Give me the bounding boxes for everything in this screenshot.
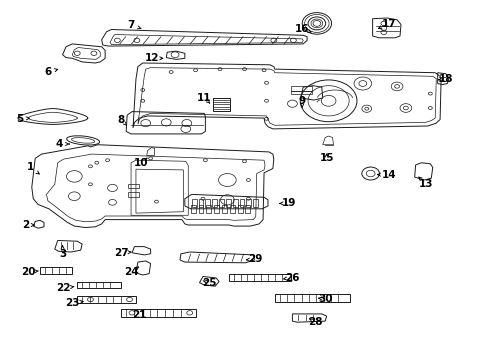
Text: 19: 19 [282,198,296,208]
Text: 16: 16 [294,24,309,34]
Text: 18: 18 [438,74,452,84]
Text: 12: 12 [144,53,159,63]
Text: 17: 17 [381,19,395,30]
Text: 25: 25 [202,278,216,288]
Text: 28: 28 [307,317,322,327]
Text: 21: 21 [132,310,146,320]
Text: 14: 14 [381,170,395,180]
Text: 2: 2 [22,220,29,230]
Text: 3: 3 [59,249,66,259]
Text: 1: 1 [27,162,34,172]
Text: 30: 30 [317,294,332,304]
Text: 10: 10 [133,158,148,168]
Text: 5: 5 [16,114,23,124]
Text: 15: 15 [319,153,333,163]
Text: 6: 6 [44,67,51,77]
Text: 13: 13 [418,179,433,189]
Text: 11: 11 [197,93,211,103]
Text: 4: 4 [56,139,63,149]
Text: 20: 20 [21,267,36,277]
Text: 7: 7 [127,20,135,30]
Text: 22: 22 [56,283,71,293]
Text: 9: 9 [298,96,305,106]
Text: 27: 27 [114,248,128,258]
Text: 29: 29 [247,254,262,264]
Text: 8: 8 [118,114,124,125]
Text: 24: 24 [123,267,138,277]
Text: 26: 26 [285,273,299,283]
Text: 23: 23 [65,298,80,308]
